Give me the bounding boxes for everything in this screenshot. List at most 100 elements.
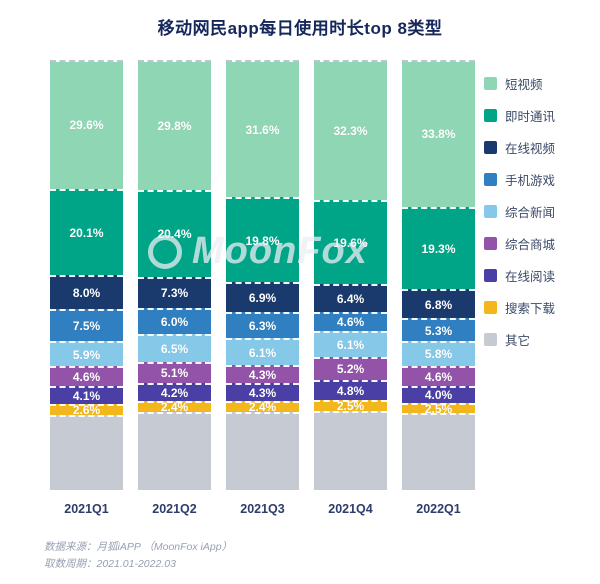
bar-segment-在线视频: 6.9% — [226, 281, 299, 312]
segment-value-label: 4.6% — [424, 369, 453, 384]
segment-value-label: 31.6% — [245, 122, 280, 137]
bar-segment-搜索下载: 2.4% — [138, 400, 211, 415]
legend-item-综合新闻: 综合新闻 — [484, 202, 555, 221]
bar-column-2022Q1: 33.8% 19.3% 6.8% 5.3% 5.8% 4.6% 4.0% 2.5% 2022Q1 — [402, 60, 475, 516]
legend-swatch — [484, 237, 497, 250]
x-axis-label: 2021Q2 — [152, 502, 197, 516]
bar-segment-在线阅读: 4.8% — [314, 379, 387, 401]
legend-item-即时通讯: 即时通讯 — [484, 106, 555, 125]
bar-segment-短视频: 31.6% — [226, 62, 299, 198]
stacked-bar-2021Q4: 32.3% 19.6% 6.4% 4.6% 6.1% 5.2% 4.8% 2.5% — [314, 60, 387, 490]
segment-value-label: 29.8% — [157, 118, 192, 133]
x-axis-label: 2021Q3 — [240, 502, 285, 516]
legend: 短视频即时通讯在线视频手机游戏综合新闻综合商城在线阅读搜索下载其它 — [484, 74, 555, 349]
chart-area: 29.6% 20.1% 8.0% 7.5% 5.9% 4.6% 4.1% 2.6% 2021Q1… — [50, 60, 475, 516]
bar-segment-综合商城: 5.1% — [138, 361, 211, 384]
segment-value-label: 7.5% — [72, 318, 101, 333]
bar-segment-短视频: 29.6% — [50, 62, 123, 189]
segment-value-label: 29.6% — [69, 118, 104, 133]
segment-value-label: 5.9% — [72, 347, 101, 362]
segment-value-label: 4.0% — [424, 388, 453, 403]
x-axis-label: 2021Q1 — [64, 502, 109, 516]
segment-value-label: 6.1% — [248, 345, 277, 360]
legend-swatch — [484, 109, 497, 122]
segment-value-label: 6.0% — [160, 314, 189, 329]
bar-segment-搜索下载: 2.5% — [402, 402, 475, 415]
x-axis-label: 2021Q4 — [328, 502, 373, 516]
legend-item-综合商城: 综合商城 — [484, 234, 555, 253]
plot-area: 29.6% 20.1% 8.0% 7.5% 5.9% 4.6% 4.1% 2.6% 2021Q1… — [50, 60, 475, 516]
bar-segment-其它 — [226, 411, 299, 490]
segment-value-label: 5.8% — [424, 347, 453, 362]
bar-segment-综合商城: 4.6% — [402, 365, 475, 386]
bar-segment-在线视频: 7.3% — [138, 276, 211, 309]
legend-item-在线阅读: 在线阅读 — [484, 266, 555, 285]
bar-column-2021Q1: 29.6% 20.1% 8.0% 7.5% 5.9% 4.6% 4.1% 2.6% 2021Q1 — [50, 60, 123, 516]
bar-segment-即时通讯: 19.3% — [402, 206, 475, 290]
segment-value-label: 19.3% — [421, 241, 456, 256]
bar-segment-手机游戏: 5.3% — [402, 318, 475, 342]
legend-label: 在线阅读 — [505, 270, 556, 284]
segment-value-label: 19.8% — [245, 233, 280, 248]
bar-segment-手机游戏: 4.6% — [314, 311, 387, 332]
segment-value-label: 4.6% — [336, 315, 365, 330]
segment-value-label: 4.3% — [248, 367, 277, 382]
legend-item-短视频: 短视频 — [484, 74, 555, 93]
bar-segment-其它 — [402, 413, 475, 490]
bar-segment-搜索下载: 2.6% — [50, 403, 123, 416]
bar-segment-综合新闻: 6.1% — [226, 338, 299, 365]
chart-title: 移动网民app每日使用时长top 8类型 — [157, 19, 443, 38]
segment-value-label: 5.1% — [160, 366, 189, 381]
segment-value-label: 20.1% — [69, 225, 104, 240]
bar-column-2021Q2: 29.8% 20.4% 7.3% 6.0% 6.5% 5.1% 4.2% 2.4% 2021Q2 — [138, 60, 211, 516]
bar-segment-其它 — [314, 410, 387, 490]
stacked-bar-2021Q3: 31.6% 19.8% 6.9% 6.3% 6.1% 4.3% 4.3% 2.4% — [226, 60, 299, 490]
segment-value-label: 2.4% — [160, 400, 189, 415]
bar-segment-在线视频: 6.4% — [314, 284, 387, 312]
legend-item-其它: 其它 — [484, 330, 555, 349]
segment-value-label: 7.3% — [160, 286, 189, 301]
segment-value-label: 32.3% — [333, 124, 368, 139]
legend-swatch — [484, 301, 497, 314]
bar-segment-即时通讯: 20.1% — [50, 188, 123, 275]
stacked-bar-2021Q1: 29.6% 20.1% 8.0% 7.5% 5.9% 4.6% 4.1% 2.6% — [50, 60, 123, 490]
bar-segment-综合商城: 5.2% — [314, 357, 387, 380]
bar-segment-短视频: 33.8% — [402, 62, 475, 207]
legend-swatch — [484, 173, 497, 186]
stacked-bar-2021Q2: 29.8% 20.4% 7.3% 6.0% 6.5% 5.1% 4.2% 2.4% — [138, 60, 211, 490]
legend-item-手机游戏: 手机游戏 — [484, 170, 555, 189]
bar-segment-综合新闻: 6.5% — [138, 333, 211, 362]
chart-footer: 数据来源：月狐iAPP （MoonFox iApp） 取数周期：2021.01-… — [44, 539, 232, 572]
legend-label: 短视频 — [505, 78, 543, 92]
bar-segment-手机游戏: 6.0% — [138, 308, 211, 334]
bar-segment-即时通讯: 20.4% — [138, 189, 211, 277]
segment-value-label: 4.3% — [248, 386, 277, 401]
bar-segment-在线视频: 6.8% — [402, 289, 475, 319]
bar-segment-其它 — [50, 414, 123, 490]
legend-item-在线视频: 在线视频 — [484, 138, 555, 157]
segment-value-label: 6.4% — [336, 291, 365, 306]
legend-label: 手机游戏 — [505, 174, 556, 188]
bar-segment-即时通讯: 19.6% — [314, 200, 387, 285]
segment-value-label: 6.8% — [424, 297, 453, 312]
legend-item-搜索下载: 搜索下载 — [484, 298, 555, 317]
bar-segment-综合商城: 4.3% — [226, 364, 299, 383]
segment-value-label: 4.2% — [160, 386, 189, 401]
bar-segment-综合商城: 4.6% — [50, 366, 123, 386]
legend-swatch — [484, 141, 497, 154]
x-axis-label: 2022Q1 — [416, 502, 461, 516]
segment-value-label: 2.4% — [248, 400, 277, 415]
data-source-note: 数据来源：月狐iAPP （MoonFox iApp） — [44, 541, 233, 554]
bar-segment-手机游戏: 6.3% — [226, 311, 299, 339]
legend-label: 即时通讯 — [505, 110, 556, 124]
segment-value-label: 4.6% — [72, 370, 101, 385]
bar-segment-在线阅读: 4.1% — [50, 385, 123, 404]
segment-value-label: 5.2% — [336, 362, 365, 377]
stacked-bar-2022Q1: 33.8% 19.3% 6.8% 5.3% 5.8% 4.6% 4.0% 2.5% — [402, 60, 475, 490]
legend-label: 在线视频 — [505, 142, 556, 156]
legend-swatch — [484, 269, 497, 282]
legend-swatch — [484, 333, 497, 346]
legend-label: 综合新闻 — [505, 206, 556, 220]
segment-value-label: 6.3% — [248, 318, 277, 333]
bar-segment-其它 — [138, 411, 211, 490]
